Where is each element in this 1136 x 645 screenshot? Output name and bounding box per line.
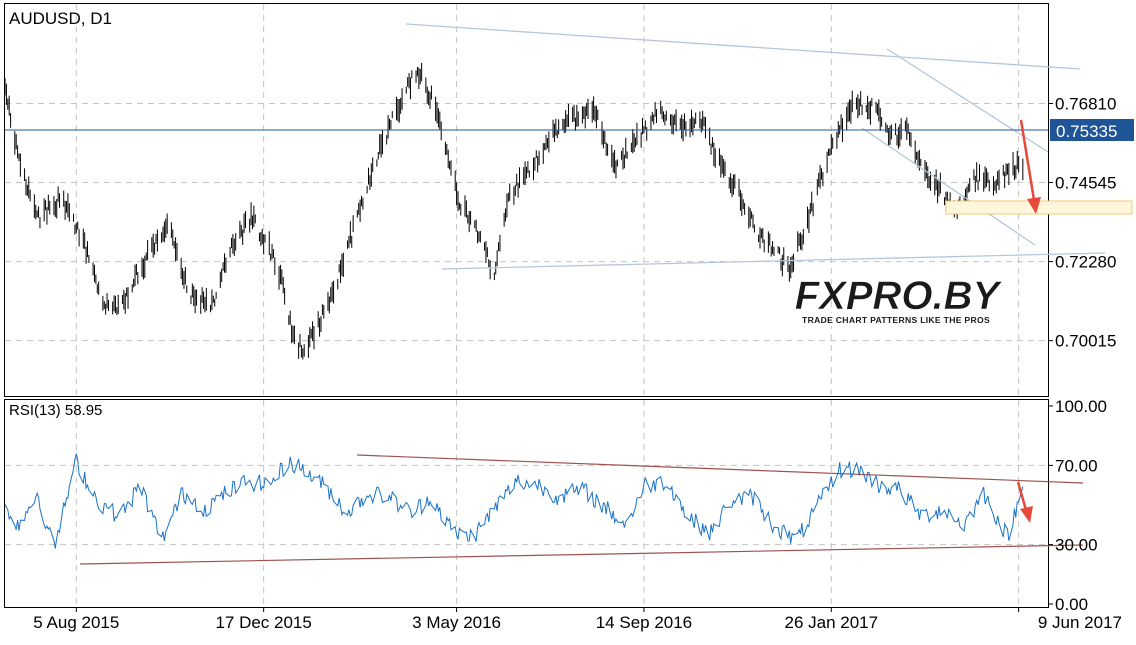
rsi-axis: 0.00 30.00 70.00 100.00 [1048, 397, 1107, 614]
fxpro-logo-tagline: TRADE CHART PATTERNS LIKE THE PROS [802, 315, 990, 325]
x-axis-label: 26 Jan 2017 [784, 613, 878, 632]
rsi-line [5, 453, 1024, 549]
price-axis-label: 0.72280 [1055, 253, 1116, 272]
price-trendlines [405, 23, 1106, 270]
x-axis-label: 3 May 2016 [412, 613, 501, 632]
descending-channel-upper [886, 48, 1049, 153]
upper-channel-line [405, 23, 1081, 70]
x-axis-label: 5 Aug 2015 [33, 613, 119, 632]
rsi-panel-frame [4, 399, 1049, 608]
grid-layer [5, 4, 1048, 606]
chart-title: AUDUSD, D1 [9, 9, 112, 28]
descending-channel-lower [861, 127, 1036, 246]
x-axis-label: 14 Sep 2016 [596, 613, 692, 632]
price-axis-label: 0.70015 [1055, 332, 1116, 351]
rsi-down-arrow [1016, 481, 1033, 523]
rsi-lower-trendline [79, 544, 1084, 565]
price-down-arrow [1019, 119, 1041, 214]
rsi-axis-label: 30.00 [1055, 536, 1098, 555]
price-bars [5, 62, 1024, 360]
price-axis-label: 0.76810 [1055, 94, 1116, 113]
x-axis: 5 Aug 2015 17 Dec 2015 3 May 2016 14 Sep 20… [33, 607, 1122, 632]
rsi-upper-trendline [356, 454, 1084, 484]
lower-channel-line [441, 252, 1106, 270]
price-axis-label: 0.74545 [1055, 174, 1116, 193]
rsi-axis-label: 70.00 [1055, 456, 1098, 475]
current-price-badge [1050, 119, 1134, 141]
fxpro-logo-text: FXPRO.BY [795, 274, 1003, 318]
fxpro-logo: FXPRO.BY TRADE CHART PATTERNS LIKE THE P… [784, 274, 1009, 326]
rsi-title: RSI(13) 58.95 [9, 402, 102, 419]
rsi-axis-label: 0.00 [1055, 595, 1088, 614]
price-panel-frame [4, 3, 1049, 397]
price-axis: 0.70015 0.72280 0.74545 0.76810 [1048, 94, 1116, 351]
current-price-label: 0.75335 [1056, 122, 1117, 141]
rsi-trendlines [79, 454, 1084, 565]
x-axis-label: 9 Jun 2017 [1038, 613, 1122, 632]
rsi-axis-label: 100.00 [1055, 397, 1107, 416]
x-axis-label: 17 Dec 2015 [215, 613, 311, 632]
